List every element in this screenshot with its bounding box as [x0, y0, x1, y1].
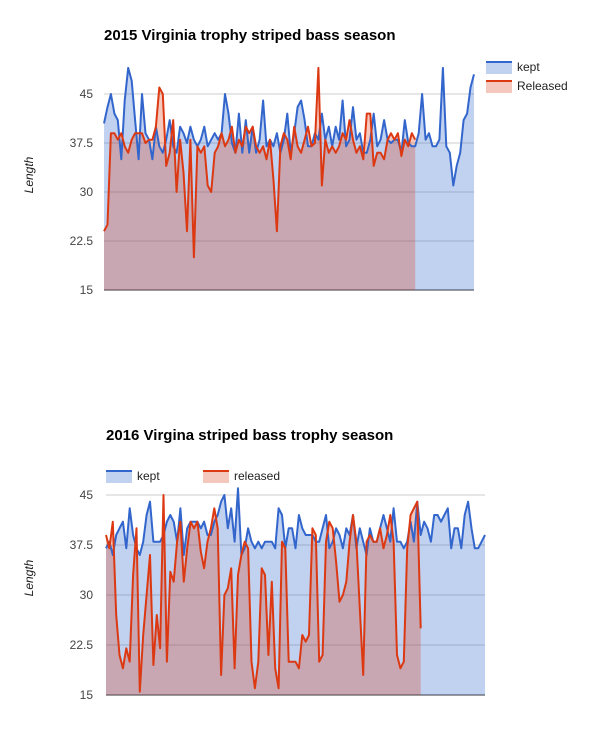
legend-2016: kept released [106, 469, 280, 483]
chart-2016: 2016 Virgina striped bass trophy season … [22, 427, 486, 702]
legend-item-released[interactable]: released [203, 469, 280, 483]
legend-swatch [486, 62, 512, 74]
legend-item-kept[interactable]: kept [106, 469, 160, 483]
series-area-released [106, 495, 421, 695]
legend-swatch [203, 471, 229, 483]
y-tick-label: 15 [80, 283, 94, 297]
series-area-kept [104, 67, 474, 291]
y-tick-label: 45 [80, 87, 94, 101]
series-area-2015 [103, 66, 475, 291]
series-area-kept [106, 488, 485, 695]
chart-2015: 2015 Virginia trophy striped bass season… [22, 27, 568, 297]
y-tick-label: 22.5 [70, 638, 94, 652]
y-tick-label: 45 [80, 488, 94, 502]
legend-label: kept [137, 469, 160, 483]
legend-label: kept [517, 60, 540, 74]
legend-swatch [106, 471, 132, 483]
y-axis-label-2016: Length [22, 559, 36, 596]
legend-item-kept[interactable]: kept [486, 60, 540, 74]
chart-title-2016: 2016 Virgina striped bass trophy season [106, 427, 393, 444]
legend-label: Released [517, 79, 568, 93]
legend-item-released[interactable]: Released [486, 79, 568, 93]
y-ticks-2015: 45 37.5 30 22.5 15 [70, 87, 94, 297]
chart-title-2015: 2015 Virginia trophy striped bass season [104, 27, 396, 44]
y-ticks-2016: 45 37.5 30 22.5 15 [70, 488, 94, 702]
legend-2015: kept Released [486, 60, 568, 93]
legend-swatch [486, 81, 512, 93]
y-tick-label: 30 [80, 185, 94, 199]
series-line-released [103, 66, 417, 259]
gridlines-2016 [106, 494, 485, 696]
legend-label: released [234, 469, 280, 483]
series-area-released [104, 67, 416, 291]
y-tick-label: 15 [80, 688, 94, 702]
y-tick-label: 22.5 [70, 234, 94, 248]
series-area-2016 [105, 487, 486, 695]
y-tick-label: 37.5 [70, 538, 94, 552]
y-tick-label: 37.5 [70, 136, 94, 150]
series-line-released [105, 494, 422, 693]
series-line-kept [105, 487, 486, 556]
y-tick-label: 30 [80, 588, 94, 602]
y-axis-label-2015: Length [22, 156, 36, 193]
